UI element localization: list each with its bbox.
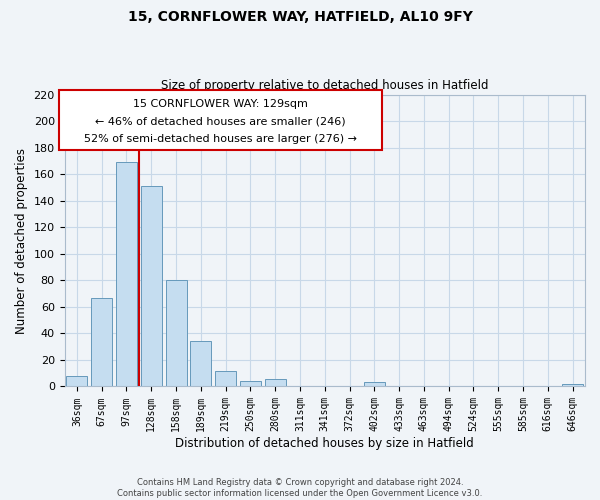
Bar bbox=[166, 280, 187, 386]
Text: 52% of semi-detached houses are larger (276) →: 52% of semi-detached houses are larger (… bbox=[84, 134, 357, 144]
Text: Contains HM Land Registry data © Crown copyright and database right 2024.
Contai: Contains HM Land Registry data © Crown c… bbox=[118, 478, 482, 498]
Bar bbox=[91, 298, 112, 386]
Text: ← 46% of detached houses are smaller (246): ← 46% of detached houses are smaller (24… bbox=[95, 116, 346, 126]
Bar bbox=[67, 376, 88, 386]
Bar bbox=[215, 370, 236, 386]
Bar bbox=[190, 342, 211, 386]
Bar bbox=[141, 186, 162, 386]
Bar bbox=[240, 381, 261, 386]
Text: 15, CORNFLOWER WAY, HATFIELD, AL10 9FY: 15, CORNFLOWER WAY, HATFIELD, AL10 9FY bbox=[128, 10, 472, 24]
Title: Size of property relative to detached houses in Hatfield: Size of property relative to detached ho… bbox=[161, 79, 488, 92]
FancyBboxPatch shape bbox=[59, 90, 382, 150]
Bar bbox=[364, 382, 385, 386]
Y-axis label: Number of detached properties: Number of detached properties bbox=[15, 148, 28, 334]
Text: 15 CORNFLOWER WAY: 129sqm: 15 CORNFLOWER WAY: 129sqm bbox=[133, 99, 308, 109]
Bar bbox=[562, 384, 583, 386]
Bar bbox=[116, 162, 137, 386]
X-axis label: Distribution of detached houses by size in Hatfield: Distribution of detached houses by size … bbox=[175, 437, 474, 450]
Bar bbox=[265, 378, 286, 386]
